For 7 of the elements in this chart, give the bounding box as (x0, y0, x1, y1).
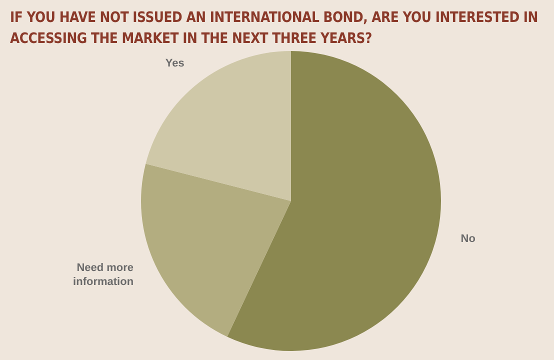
pie-slice (146, 51, 291, 201)
slice-label: No (460, 232, 476, 245)
pie-slice (227, 51, 441, 351)
slice-label: Yes (165, 57, 184, 70)
chart-title: IF YOU HAVE NOT ISSUED AN INTERNATIONAL BOND, ARE YOU INTERESTED IN ACCESSING THE MARKET IN THE NEXT THREE YEARS? (10, 9, 539, 49)
slice-label: Need more information (73, 262, 134, 288)
pie-slice (141, 164, 291, 337)
